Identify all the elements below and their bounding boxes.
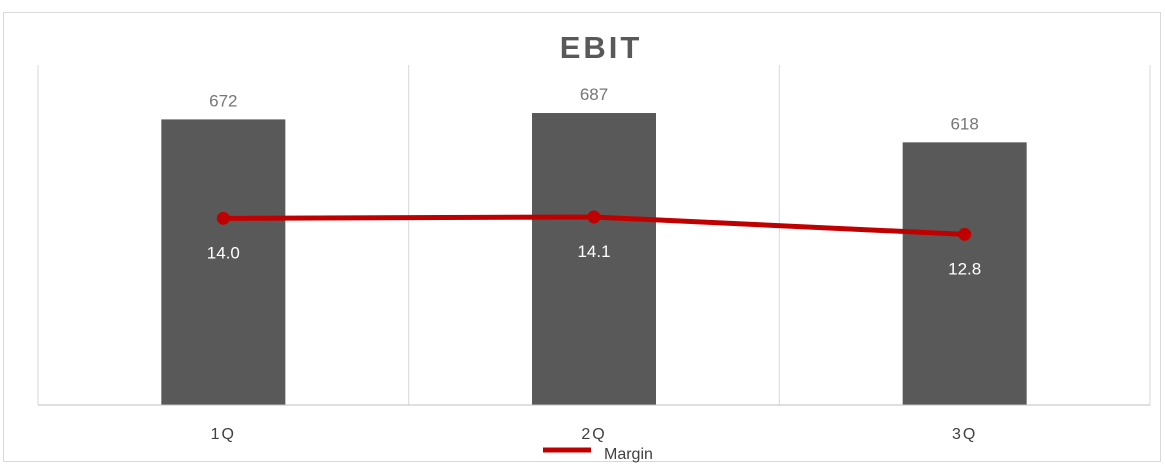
x-tick-label-3q: 3Q bbox=[952, 426, 977, 443]
margin-value-label-1q: 14.0 bbox=[207, 243, 240, 262]
line-layer bbox=[216, 210, 972, 241]
grid-layer bbox=[37, 65, 1151, 405]
bar-2q bbox=[532, 113, 656, 406]
bar-1q bbox=[161, 119, 286, 406]
bar-3q bbox=[902, 142, 1027, 405]
legend: Margin bbox=[543, 446, 653, 463]
margin-value-label-3q: 12.8 bbox=[948, 259, 981, 278]
bar-value-label-1q: 672 bbox=[209, 91, 237, 110]
x-tick-label-2q: 2Q bbox=[581, 426, 606, 443]
chart-title: EBIT bbox=[560, 30, 643, 65]
margin-point-1q bbox=[216, 211, 230, 225]
bar-value-label-2q: 687 bbox=[580, 85, 608, 104]
legend-label-margin: Margin bbox=[604, 446, 653, 463]
chart-frame: EBIT 672 687 618 14.0 14.1 12.8 1Q 2Q 3Q Margin bbox=[3, 12, 1161, 463]
margin-point-3q bbox=[958, 227, 972, 241]
margin-value-label-2q: 14.1 bbox=[577, 242, 610, 261]
ebit-chart: EBIT 672 687 618 14.0 14.1 12.8 1Q 2Q 3Q Margin bbox=[37, 30, 1151, 463]
bar-layer bbox=[161, 113, 1027, 406]
margin-point-2q bbox=[587, 210, 601, 224]
axis-layer: 1Q 2Q 3Q bbox=[38, 404, 1150, 443]
bar-value-label-3q: 618 bbox=[950, 114, 978, 133]
x-tick-label-1q: 1Q bbox=[211, 426, 236, 443]
label-layer: 672 687 618 14.0 14.1 12.8 bbox=[207, 85, 981, 278]
